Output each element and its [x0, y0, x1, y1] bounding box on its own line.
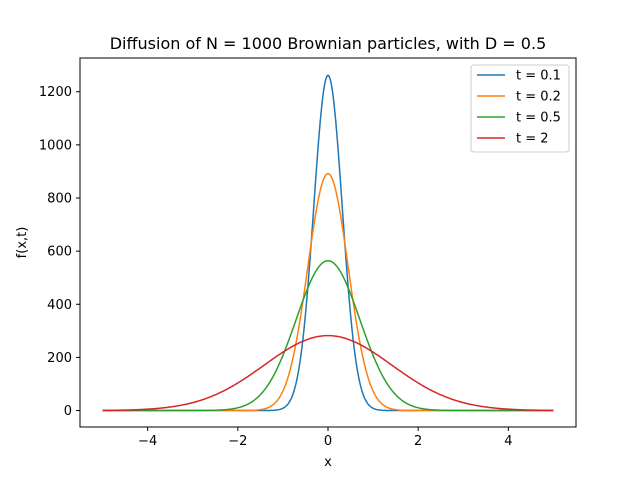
legend-label-2: t = 0.2 [516, 90, 561, 105]
x-axis-label: x [324, 455, 332, 470]
series-line-4 [102, 334, 554, 412]
y-tick-label: 0 [64, 404, 72, 419]
x-axis: −4 −2 0 2 4 [138, 427, 513, 449]
y-tick-label: 600 [47, 245, 72, 260]
legend-entries: t = 0.1 t = 0.2 t = 0.5 t = 2 [477, 69, 561, 147]
x-tick-label: 0 [324, 434, 332, 449]
legend-label-4: t = 2 [516, 132, 549, 147]
legend: t = 0.1 t = 0.2 t = 0.5 t = 2 [470, 64, 570, 153]
x-tick-label: 2 [414, 434, 422, 449]
series-line-3 [102, 259, 554, 412]
y-tick-label: 1200 [39, 85, 72, 100]
y-axis: 0 200 400 600 800 1000 1200 [39, 85, 80, 419]
legend-label-1: t = 0.1 [516, 69, 561, 84]
x-tick-label: −4 [138, 434, 157, 449]
legend-label-3: t = 0.5 [516, 111, 561, 126]
y-axis-label: f(x,t) [15, 227, 30, 259]
x-tick-label: 4 [504, 434, 512, 449]
y-tick-label: 800 [47, 192, 72, 207]
y-tick-label: 400 [47, 298, 72, 313]
chart-title: Diffusion of N = 1000 Brownian particles… [110, 34, 547, 53]
y-tick-label: 1000 [39, 138, 72, 153]
y-tick-label: 200 [47, 351, 72, 366]
legend-box [470, 64, 570, 153]
x-tick-label: −2 [228, 434, 247, 449]
series-layer [102, 74, 554, 412]
